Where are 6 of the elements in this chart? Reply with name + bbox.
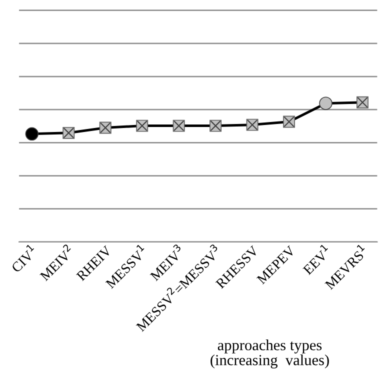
x-tick-label: EEV$^{1}$ <box>300 244 332 276</box>
point <box>25 127 39 141</box>
x-tick-label: CIV$^{1}$ <box>8 244 38 274</box>
x-tick-label: MEIV$^{2}$ <box>37 244 75 282</box>
x-axis-title: approaches types (increasing values) <box>210 340 329 368</box>
x-tick-label: MEIV$^{3}$ <box>147 244 186 282</box>
